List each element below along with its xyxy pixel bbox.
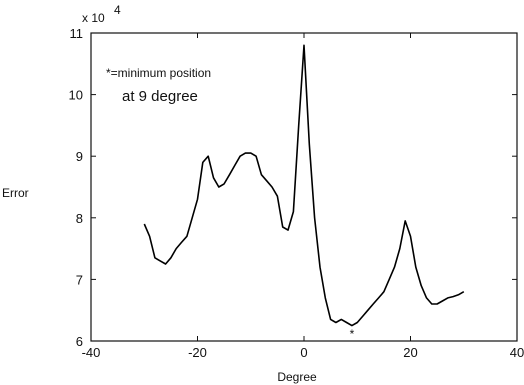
y-tick-label-2: 8 [76,211,83,226]
x-tick-label-2: 0 [300,345,307,360]
y-tick-label-0: 6 [76,334,83,349]
x-axis-label: Degree [277,370,317,384]
y-tick-labels: 6 7 8 9 10 11 [69,26,83,349]
y-scale-label: x 10 [82,11,105,25]
y-tick-label-1: 7 [76,272,83,287]
minimum-marker: * [350,327,355,341]
annotation-line-2: at 9 degree [122,88,198,105]
y-tick-label-5: 11 [70,26,84,41]
x-tick-label-3: 20 [403,345,417,360]
annotation-line-1: *=minimum position [106,66,211,80]
y-tick-label-4: 10 [69,88,83,103]
y-tick-label-3: 9 [76,149,83,164]
x-tick-labels: -40 -20 0 20 40 [82,345,524,360]
x-tick-label-0: -40 [82,345,101,360]
y-scale-exponent: 4 [114,3,121,17]
x-tick-label-1: -20 [188,345,207,360]
x-tick-label-4: 40 [510,345,524,360]
error-series-line [143,44,465,327]
y-axis-label: Error [2,186,29,200]
tick-marks [90,32,518,342]
